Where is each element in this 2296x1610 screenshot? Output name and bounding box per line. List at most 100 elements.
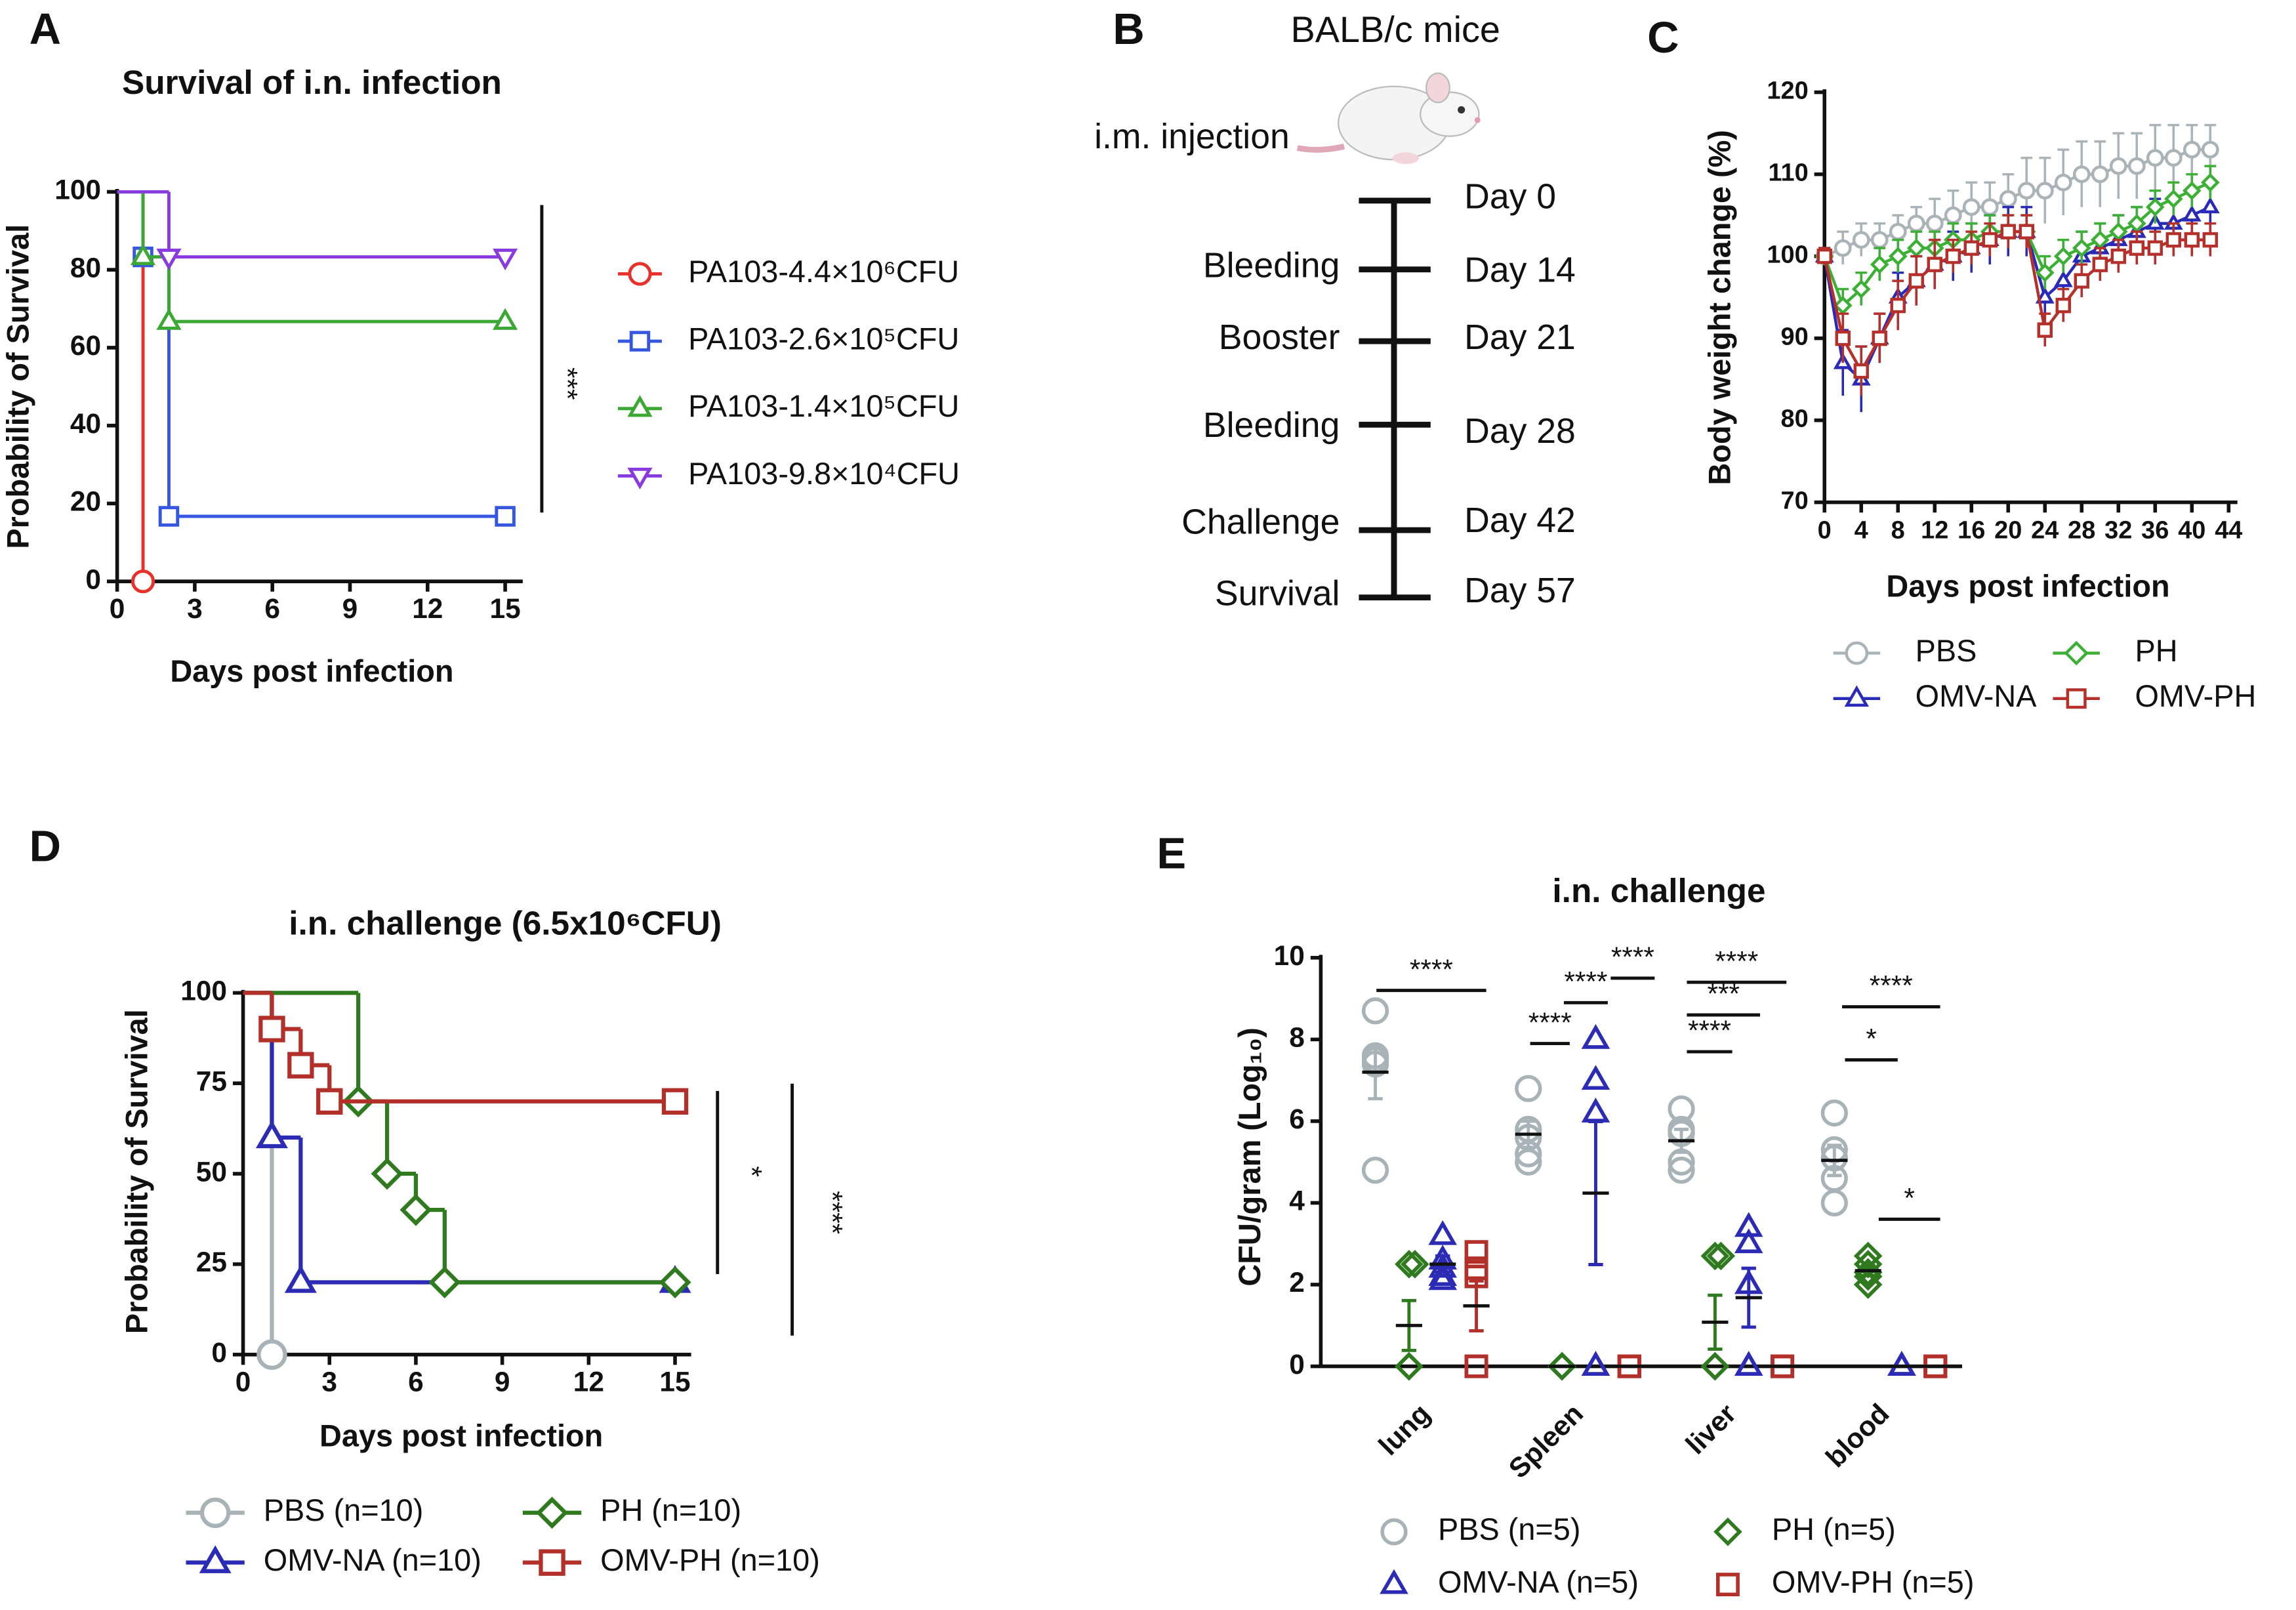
event-day: Day 28 (1464, 412, 1576, 451)
y-tick-label: 50 (196, 1156, 227, 1187)
marker (284, 1265, 317, 1293)
significance-label: **** (1564, 966, 1607, 997)
marker (1401, 1250, 1429, 1279)
significance-label: * (1904, 1183, 1915, 1214)
marker (1927, 257, 1942, 272)
y-tick-label: 90 (1780, 323, 1808, 351)
y-tick-label: 80 (70, 252, 101, 283)
marker (659, 1266, 691, 1298)
x-axis-label: Days post infection (170, 654, 453, 688)
y-tick-label: 60 (70, 330, 101, 361)
legend-label: PH (n=5) (1772, 1512, 1896, 1546)
y-tick-label: 4 (1289, 1186, 1305, 1216)
legend-label: PA103-2.6×10⁵CFU (688, 321, 959, 356)
legend-label: PA103-4.4×10⁶CFU (688, 255, 959, 289)
marker (2035, 287, 2055, 304)
marker (1581, 1351, 1610, 1376)
event-day: Day 0 (1464, 178, 1556, 217)
marker (2145, 197, 2165, 217)
marker (2092, 257, 2108, 272)
x-tick-label: 4 (1855, 516, 1868, 544)
marker (2072, 238, 2091, 258)
y-axis-label: Body weight change (%) (1702, 130, 1736, 485)
mouse (1296, 72, 1481, 164)
legend-marker (1380, 1518, 1408, 1546)
y-tick-label: 70 (1780, 487, 1808, 515)
panel-label: D (30, 821, 61, 871)
marker (1834, 239, 1852, 257)
chart-title: i.n. challenge (1552, 872, 1765, 909)
legend-label: OMV-NA (n=10) (264, 1543, 482, 1577)
marker (156, 248, 182, 271)
panel-label: C (1647, 13, 1679, 62)
event-label: Bleeding (1203, 247, 1340, 285)
y-axis-label: CFU/gram (Log₁₀) (1233, 1027, 1267, 1287)
legend-marker (1845, 641, 1869, 665)
significance-label: * (737, 1166, 768, 1177)
series-line (1823, 230, 2211, 375)
legend-label: PBS (n=5) (1438, 1512, 1580, 1546)
x-tick-label: 40 (2178, 516, 2205, 544)
legend-marker (199, 1545, 232, 1573)
marker (1944, 206, 1962, 224)
x-tick-label: Spleen (1503, 1398, 1589, 1485)
x-tick-label: 32 (2104, 516, 2132, 544)
event-label: Booster (1219, 318, 1340, 357)
marker (493, 308, 518, 330)
marker (1464, 1240, 1488, 1264)
marker (131, 569, 155, 594)
marker (1820, 1189, 1848, 1217)
legend-label: OMV-PH (n=10) (600, 1543, 820, 1577)
panel-label: A (30, 5, 61, 54)
marker (2017, 182, 2036, 200)
x-tick-label: 9 (342, 593, 358, 624)
y-tick-label: 120 (1767, 77, 1808, 105)
marker (1428, 1252, 1458, 1278)
y-tick-label: 25 (196, 1247, 227, 1277)
marker (2184, 232, 2200, 248)
marker (130, 243, 156, 266)
x-tick-label: 0 (236, 1367, 251, 1397)
marker (400, 1193, 432, 1226)
event-day: Day 42 (1464, 501, 1576, 540)
marker (2182, 181, 2202, 200)
marker (1945, 248, 1961, 264)
marker (1581, 1065, 1610, 1090)
significance-label: **** (1688, 1015, 1731, 1046)
marker (2127, 157, 2146, 175)
y-tick-label: 8 (1289, 1022, 1305, 1053)
marker (1515, 1075, 1542, 1102)
marker (1734, 1228, 1763, 1254)
y-tick-label: 100 (1767, 241, 1808, 269)
x-tick-label: 3 (187, 593, 203, 624)
marker (1852, 231, 1870, 249)
legend-marker (2066, 688, 2087, 709)
marker (2200, 173, 2220, 192)
legend-marker (539, 1549, 565, 1576)
x-tick-label: 12 (1921, 516, 1948, 544)
event-day: Day 21 (1464, 318, 1576, 357)
marker (2201, 140, 2219, 159)
y-tick-label: 2 (1289, 1267, 1305, 1298)
y-axis-label: Probability of Survival (1, 224, 35, 549)
marker (661, 1088, 689, 1115)
legend-marker (627, 395, 653, 417)
marker (1734, 1351, 1763, 1376)
marker (2200, 196, 2220, 214)
y-tick-label: 75 (196, 1065, 227, 1096)
panel-label: E (1157, 829, 1186, 878)
legend-label: PBS (n=10) (264, 1493, 424, 1527)
marker (156, 308, 182, 330)
chart-title: Survival of i.n. infection (122, 64, 502, 101)
marker (1925, 215, 1944, 233)
legend-label: PH (2135, 634, 2177, 668)
marker (2019, 224, 2034, 239)
significance-label: **** (817, 1191, 848, 1234)
marker (1980, 198, 1999, 217)
marker (1890, 297, 1906, 314)
marker (2110, 248, 2127, 264)
legend-label: PH (n=10) (600, 1493, 741, 1527)
series-line (1824, 148, 2211, 258)
significance-label: *** (1707, 978, 1740, 1009)
